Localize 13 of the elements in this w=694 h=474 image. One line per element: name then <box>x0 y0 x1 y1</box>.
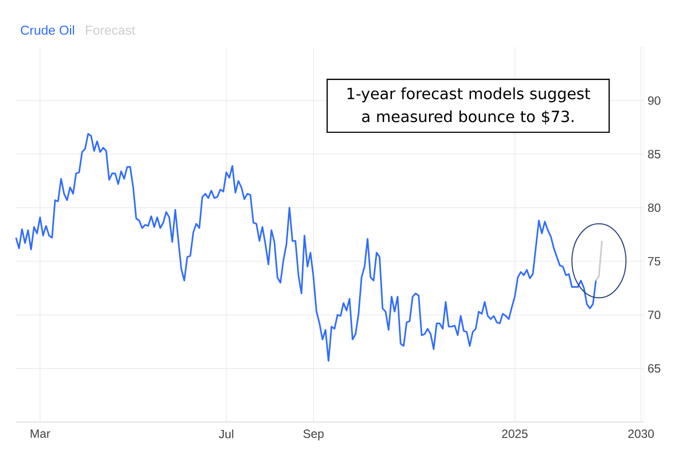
text: Crude Oil <box>20 25 74 35</box>
annotation: 1-year forecast models suggest a measured bounce to $73. <box>348 87 590 124</box>
y-tick-label: 80 <box>648 203 660 212</box>
x-tick-label: Mar <box>30 430 50 438</box>
x-tick-label: Jul <box>218 430 234 438</box>
x-tick-label: 2030 <box>628 430 654 438</box>
y-tick-label: 90 <box>648 96 660 105</box>
y-tick-label: 85 <box>648 150 660 158</box>
x-tick-label: 2025 <box>502 430 528 438</box>
x-tick-label: Sep <box>303 430 324 440</box>
y-tick-label: 70 <box>648 310 660 320</box>
y-tick-label: 75 <box>648 257 660 266</box>
y-tick-label: 65 <box>648 364 660 373</box>
